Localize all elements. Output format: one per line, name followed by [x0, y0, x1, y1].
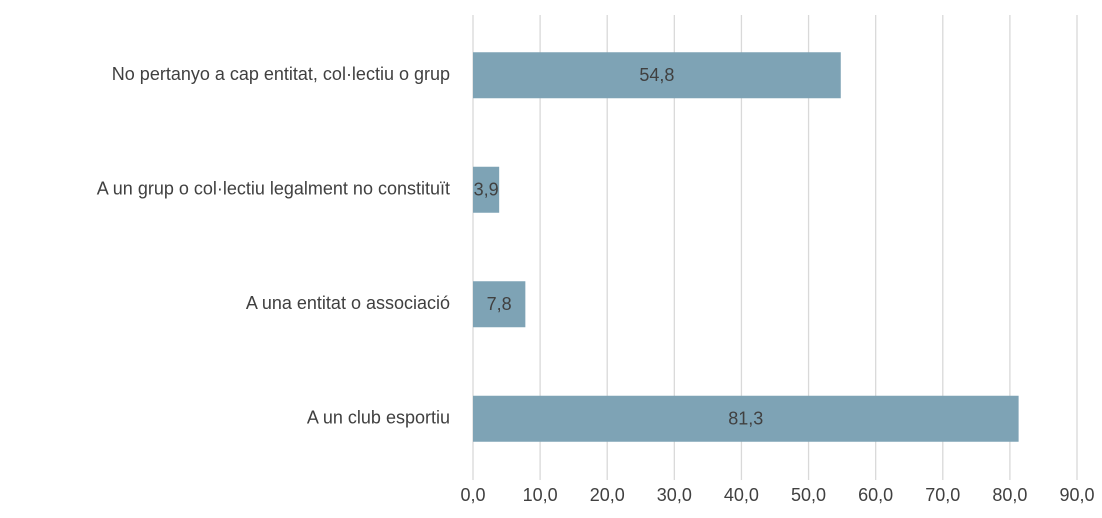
data-label: 81,3	[728, 409, 763, 429]
x-tick-label: 0,0	[460, 485, 485, 505]
bar	[473, 166, 500, 213]
y-tick-label: A un grup o col·lectiu legalment no cons…	[97, 179, 450, 199]
y-tick-label: No pertanyo a cap entitat, col·lectiu o …	[112, 64, 450, 84]
x-tick-label: 80,0	[992, 485, 1027, 505]
bar	[473, 52, 841, 99]
x-tick-label: 70,0	[925, 485, 960, 505]
x-tick-label: 10,0	[523, 485, 558, 505]
y-tick-label: A un club esportiu	[307, 408, 450, 428]
data-label: 54,8	[639, 65, 674, 85]
data-label: 3,9	[474, 180, 499, 200]
x-tick-label: 60,0	[858, 485, 893, 505]
bar	[473, 395, 1019, 442]
data-label: 7,8	[487, 294, 512, 314]
y-tick-label: A una entitat o associació	[246, 293, 450, 313]
x-tick-label: 50,0	[791, 485, 826, 505]
bar	[473, 281, 526, 328]
x-tick-label: 30,0	[657, 485, 692, 505]
x-tick-label: 20,0	[590, 485, 625, 505]
x-tick-label: 90,0	[1059, 485, 1094, 505]
x-tick-label: 40,0	[724, 485, 759, 505]
